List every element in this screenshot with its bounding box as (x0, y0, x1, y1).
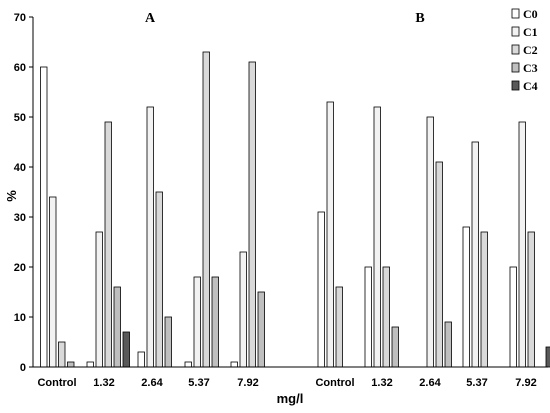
legend-label-c1: C1 (523, 25, 538, 39)
legend-swatch-c0 (511, 8, 520, 19)
bar-a-c3-2 (164, 316, 172, 368)
bar-a-c3-4 (257, 291, 265, 368)
bar-a-c1-2 (146, 106, 154, 368)
legend: C0 C1 C2 C3 C4 (511, 7, 538, 93)
legend-label-c0: C0 (523, 7, 538, 21)
x-tick-label: 7.92 (237, 377, 258, 389)
bar-a-c2-0 (58, 341, 66, 368)
bar-b-c1-0 (326, 101, 334, 368)
bar-a-c3-1 (113, 286, 121, 368)
bar-b-c0-4 (509, 266, 517, 368)
legend-label-c4: C4 (523, 79, 538, 93)
bar-b-c1-1 (373, 106, 381, 368)
axes (29, 16, 548, 368)
bar-a-c2-2 (155, 191, 163, 368)
legend-swatch-c3 (511, 62, 520, 73)
y-tick-label: 20 (14, 262, 26, 274)
bar-a-c1-1 (95, 231, 103, 368)
y-axis-title: % (4, 190, 19, 202)
bar-b-c2-0 (335, 286, 343, 368)
panel-label-a: A (145, 11, 156, 26)
bar-b-c1-2 (426, 116, 434, 368)
y-tick-label: 40 (14, 162, 26, 174)
bars (40, 51, 550, 368)
bar-a-c1-0 (49, 196, 57, 368)
bar-a-c0-4 (230, 361, 238, 368)
x-tick-label: Control (315, 377, 354, 389)
bar-a-c2-4 (248, 61, 256, 368)
x-tick-label: 1.32 (371, 377, 392, 389)
legend-swatch-c4 (511, 80, 520, 91)
bar-a-c0-2 (137, 351, 145, 368)
y-tick-label: 0 (20, 362, 26, 374)
x-tick-label: Control (37, 377, 76, 389)
bar-a-c2-1 (104, 121, 112, 368)
y-tick-label: 10 (14, 312, 26, 324)
bar-a-c3-0 (67, 361, 75, 368)
bar-b-c0-0 (317, 211, 325, 368)
bar-b-c2-4 (527, 231, 535, 368)
bar-a-c3-3 (211, 276, 219, 368)
x-tick-label: 5.37 (466, 377, 487, 389)
bar-b-c0-3 (462, 226, 470, 368)
labels: 0 10 20 30 40 50 60 70% mg/l A Control 1.32 2.64 5.37… (4, 11, 537, 406)
x-tick-label: 2.64 (141, 377, 163, 389)
x-tick-label: 5.37 (188, 377, 209, 389)
y-tick-label: 50 (14, 112, 26, 124)
y-tick-label: 60 (14, 62, 26, 74)
bar-a-c1-4 (239, 251, 247, 368)
bar-b-c1-3 (471, 141, 479, 368)
legend-label-c2: C2 (523, 43, 538, 57)
bar-b-c2-2 (435, 161, 443, 368)
legend-label-c3: C3 (523, 61, 538, 75)
bar-a-c0-3 (184, 361, 192, 368)
bar-a-c0-0 (40, 66, 48, 368)
bar-b-c2-3 (480, 231, 488, 368)
x-tick-label: 2.64 (419, 377, 441, 389)
bar-a-c4-1 (122, 331, 130, 368)
bar-b-c3-1 (391, 326, 399, 368)
bar-b-c0-1 (364, 266, 372, 368)
bar-b-c3-2 (444, 321, 452, 368)
x-tick-label: 1.32 (93, 377, 114, 389)
bar-b-c2-1 (382, 266, 390, 368)
legend-swatch-c2 (511, 44, 520, 55)
x-tick-label: 7.92 (515, 377, 536, 389)
bar-b-c1-4 (518, 121, 526, 368)
x-axis-title: mg/l (277, 391, 304, 406)
legend-swatch-c1 (511, 26, 520, 37)
y-tick-label: 70 (14, 12, 26, 24)
panel-label-b: B (415, 11, 424, 26)
bar-a-c1-3 (193, 276, 201, 368)
y-tick-label: 30 (14, 212, 26, 224)
bar-b-c4-4 (545, 346, 550, 368)
bar-a-c2-3 (202, 51, 210, 368)
bar-a-c0-1 (86, 361, 94, 368)
